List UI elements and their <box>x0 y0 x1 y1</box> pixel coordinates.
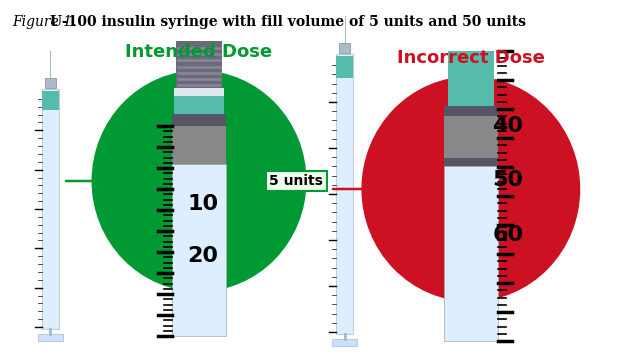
FancyBboxPatch shape <box>174 96 224 114</box>
Text: Figure 1.: Figure 1. <box>13 15 82 29</box>
FancyBboxPatch shape <box>172 114 226 126</box>
Text: 60: 60 <box>492 225 523 245</box>
FancyBboxPatch shape <box>444 116 498 158</box>
FancyBboxPatch shape <box>172 126 226 164</box>
Text: U-100 insulin syringe with fill volume of 5 units and 50 units: U-100 insulin syringe with fill volume o… <box>51 15 526 29</box>
Text: 20: 20 <box>187 246 218 266</box>
FancyBboxPatch shape <box>444 158 498 166</box>
Circle shape <box>92 71 306 291</box>
Text: Incorrect Dose: Incorrect Dose <box>397 49 545 67</box>
FancyBboxPatch shape <box>336 56 353 78</box>
Text: 40: 40 <box>492 116 523 136</box>
FancyBboxPatch shape <box>447 51 494 106</box>
FancyBboxPatch shape <box>172 164 226 336</box>
FancyBboxPatch shape <box>340 43 350 53</box>
Text: Intended Dose: Intended Dose <box>125 43 273 61</box>
FancyBboxPatch shape <box>42 89 59 329</box>
Text: 10: 10 <box>187 194 218 214</box>
FancyBboxPatch shape <box>42 91 58 110</box>
FancyBboxPatch shape <box>39 334 63 341</box>
FancyBboxPatch shape <box>174 88 224 97</box>
FancyBboxPatch shape <box>444 106 498 116</box>
Circle shape <box>362 77 580 301</box>
FancyBboxPatch shape <box>333 339 357 346</box>
FancyBboxPatch shape <box>176 41 222 89</box>
Text: 5 units: 5 units <box>269 174 323 188</box>
FancyBboxPatch shape <box>444 166 498 341</box>
FancyBboxPatch shape <box>45 78 56 88</box>
FancyBboxPatch shape <box>336 54 353 334</box>
Text: 50: 50 <box>492 170 523 191</box>
